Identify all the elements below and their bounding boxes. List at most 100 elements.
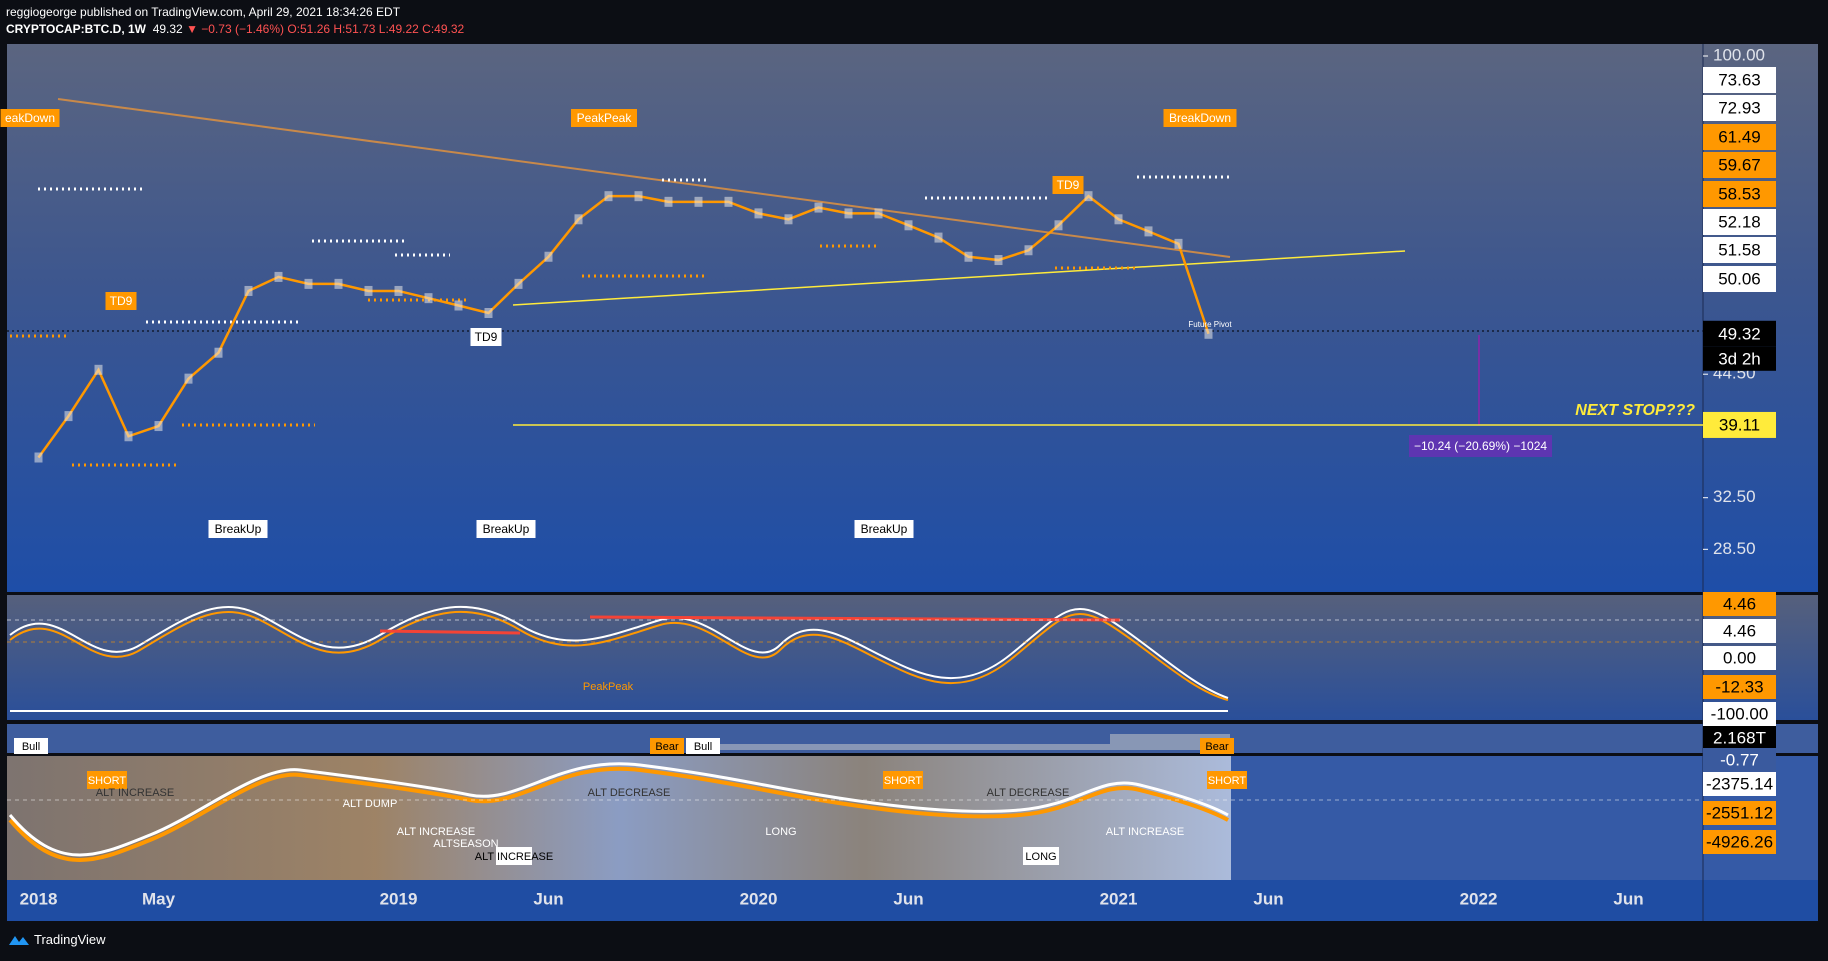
candle (694, 196, 703, 207)
x-tick-label: Jun (1613, 889, 1643, 908)
osc-label: 0.00 (1723, 648, 1756, 667)
annotation: TD9 (110, 294, 133, 308)
candle (184, 373, 193, 384)
annotation: Future Pivot (1188, 320, 1232, 329)
measure-bg (1409, 435, 1552, 457)
candle (514, 278, 523, 289)
symbol-line: CRYPTOCAP:BTC.D, 1W 49.32 ▼ −0.73 (−1.46… (6, 21, 464, 38)
alt-note-bg (1207, 771, 1247, 789)
time-axis (7, 880, 1818, 921)
candle (454, 300, 463, 311)
vol-note-bg (14, 738, 48, 754)
alt-note: SHORT (88, 775, 127, 787)
brand: TradingView (34, 932, 106, 947)
oscillator-pane (7, 595, 1818, 720)
candle (664, 196, 673, 207)
last-price: 49.32 (1718, 324, 1761, 343)
alt-label: -4926.26 (1706, 832, 1773, 851)
measure: −10.24 (−20.69%) −1024 (1414, 439, 1547, 453)
vol-note: Bear (1205, 741, 1229, 753)
y-tick-label: 28.50 (1713, 539, 1756, 558)
annotation-bg (208, 520, 268, 538)
price-badge: 61.49 (1718, 127, 1761, 146)
low: L:49.22 (378, 22, 419, 36)
price-badge-bg (1703, 95, 1776, 121)
candle (424, 293, 433, 304)
alt-note: ALT INCREASE (475, 851, 553, 863)
level-dots-orange (10, 244, 1135, 467)
candle (784, 214, 793, 225)
annotation-bg (105, 292, 137, 310)
osc-label-bg (1703, 619, 1776, 643)
vol-note: Bull (694, 741, 712, 753)
vol-label-bg (1703, 726, 1776, 750)
candle (64, 411, 73, 422)
annotation-bg (1163, 109, 1237, 127)
price-badge: 73.63 (1718, 70, 1761, 89)
x-tick-label: 2018 (20, 889, 58, 908)
alt-note-bg (496, 847, 532, 865)
annotation: TD9 (475, 330, 498, 344)
price-badge-bg (1703, 152, 1776, 178)
logo (9, 935, 29, 945)
candle (544, 251, 553, 262)
price-badge: 59.67 (1718, 155, 1761, 174)
candle (874, 208, 883, 219)
high: H:51.73 (333, 22, 376, 36)
candle (304, 278, 313, 289)
candle (274, 271, 283, 282)
candle (604, 191, 613, 202)
x-tick-label: Jun (893, 889, 923, 908)
candle (94, 364, 103, 375)
candle (244, 285, 253, 296)
price-badge: 58.53 (1718, 184, 1761, 203)
osc-label: 4.46 (1723, 621, 1756, 640)
target-label: NEXT STOP??? (1575, 402, 1695, 419)
vol-note: Bull (22, 741, 40, 753)
candle (1024, 245, 1033, 256)
level-dots (38, 175, 1230, 324)
alt-label: -2375.14 (1706, 774, 1773, 793)
alt-note: SHORT (884, 775, 923, 787)
candle (214, 347, 223, 358)
annotation: BreakUp (215, 522, 262, 536)
alt-label-bg (1703, 748, 1776, 772)
candle (994, 255, 1003, 266)
price-badge: 72.93 (1718, 98, 1761, 117)
osc-label: -100.00 (1711, 704, 1769, 723)
alt-note: LONG (1025, 851, 1056, 863)
x-tick-label: Jun (533, 889, 563, 908)
alt-label: -2551.12 (1706, 803, 1773, 822)
alt-note: ALT DECREASE (588, 787, 671, 799)
alt-label-bg (1703, 830, 1776, 854)
countdown-bg (1703, 346, 1776, 371)
alt-note: LONG (765, 826, 796, 838)
candle (904, 220, 913, 231)
trend-line (512, 250, 1406, 306)
price-badge-bg (1703, 266, 1776, 292)
osc-label-bg (1703, 702, 1776, 726)
candle (574, 214, 583, 225)
x-tick-label: Jun (1253, 889, 1283, 908)
price-badge: 50.06 (1718, 269, 1761, 288)
alt-label: -0.77 (1720, 750, 1759, 769)
candle (1204, 328, 1213, 339)
candle (964, 251, 973, 262)
countdown: 3d 2h (1718, 349, 1761, 368)
publisher: reggiogeorge published on TradingView.co… (6, 5, 401, 19)
y-tick-label: 32.50 (1713, 487, 1756, 506)
candle (334, 278, 343, 289)
annotation: TD9 (1057, 178, 1080, 192)
osc-label-bg (1703, 646, 1776, 670)
footer: TradingView (8, 932, 106, 947)
alt-label-bg (1703, 801, 1776, 825)
annotation: PeakPeak (577, 111, 633, 125)
alt-note-bg (87, 771, 127, 789)
alt-oscillator (7, 762, 1703, 862)
last-price-bg (1703, 320, 1776, 347)
candle (844, 208, 853, 219)
annotation: BreakDown (1169, 111, 1231, 125)
candle (634, 191, 643, 202)
candle (934, 232, 943, 243)
